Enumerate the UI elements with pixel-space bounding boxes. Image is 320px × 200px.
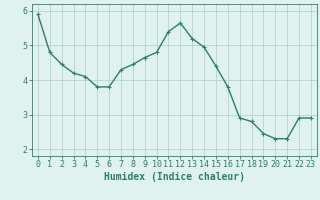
X-axis label: Humidex (Indice chaleur): Humidex (Indice chaleur)	[104, 172, 245, 182]
